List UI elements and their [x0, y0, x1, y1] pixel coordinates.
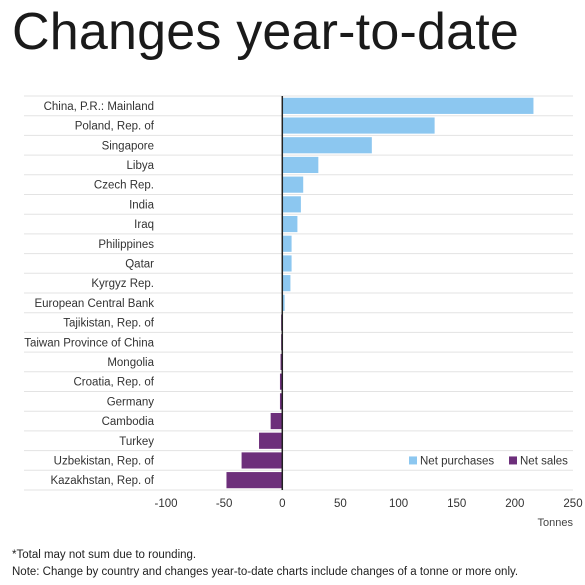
category-label: Turkey	[119, 436, 154, 448]
category-label: Tajikistan, Rep. of	[63, 318, 155, 330]
x-tick-label: 50	[334, 498, 347, 510]
bar	[282, 215, 298, 233]
category-label: Mongolia	[107, 357, 154, 369]
x-tick-label: 100	[389, 498, 408, 510]
bar-chart: China, P.R.: Mainland Poland, Rep. of Sing…	[24, 95, 583, 529]
bar	[282, 294, 285, 311]
bar	[279, 393, 283, 410]
category-label: India	[129, 199, 155, 211]
x-tick-label: 250	[563, 498, 582, 510]
legend-label-net-sales: Net sales	[520, 455, 568, 467]
category-label: Kazakhstan, Rep. of	[50, 475, 154, 487]
bar	[270, 412, 283, 430]
footnote-rounding: *Total may not sum due to rounding.	[12, 549, 197, 561]
legend-label-net-purchases: Net purchases	[420, 455, 494, 467]
category-label: Czech Rep.	[94, 180, 154, 192]
bar	[282, 156, 319, 174]
bar	[282, 275, 291, 292]
x-tick-label: 0	[279, 498, 285, 510]
category-label: Philippines	[98, 239, 154, 251]
bar	[226, 472, 283, 489]
bar	[282, 117, 435, 134]
bar	[282, 137, 372, 154]
category-label: Iraq	[134, 219, 154, 231]
legend-swatch-net-sales	[509, 456, 517, 465]
category-label: Germany	[107, 396, 155, 408]
bar	[282, 97, 534, 114]
bar	[279, 373, 283, 390]
category-label: Cambodia	[102, 416, 155, 428]
x-tick-label: -100	[154, 498, 177, 510]
category-label: Libya	[127, 160, 155, 172]
bar	[282, 196, 301, 213]
bar	[282, 255, 292, 272]
chart-title: Changes year-to-date	[12, 3, 519, 61]
category-label: Qatar	[125, 258, 154, 270]
category-label: Uzbekistan, Rep. of	[54, 455, 155, 467]
category-label: China, P.R.: Mainland	[44, 101, 154, 113]
bar	[282, 176, 304, 193]
x-tick-label: -50	[216, 498, 233, 510]
category-label: Croatia, Rep. of	[73, 377, 154, 389]
legend-swatch-net-purchases	[409, 456, 417, 465]
category-label: Kyrgyz Rep.	[91, 278, 154, 290]
x-axis-label: Tonnes	[538, 517, 574, 529]
footnote-note: Note: Change by country and changes year…	[12, 566, 519, 578]
category-label: Taiwan Province of China	[24, 337, 154, 349]
category-label: Singapore	[102, 140, 154, 152]
category-label: Poland, Rep. of	[75, 121, 155, 133]
bar	[282, 235, 292, 252]
bar	[241, 452, 283, 469]
x-tick-label: 200	[505, 498, 524, 510]
bar	[259, 432, 283, 449]
x-tick-label: 150	[447, 498, 466, 510]
category-label: European Central Bank	[34, 298, 154, 310]
bar	[280, 353, 283, 371]
